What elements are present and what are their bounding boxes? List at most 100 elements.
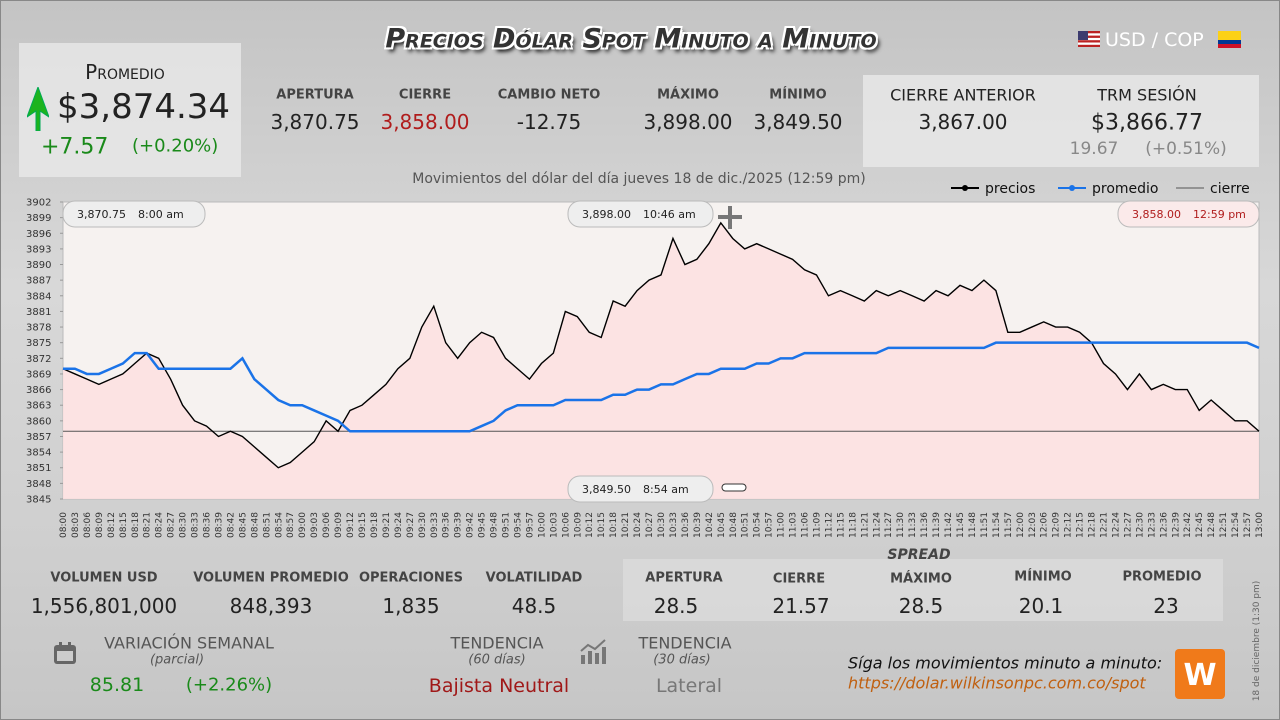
spread-value: 28.5	[898, 594, 944, 618]
cierre-anterior-label: CIERRE ANTERIOR	[890, 85, 1036, 105]
bottom-label: VOLUMEN PROMEDIO	[193, 570, 349, 586]
stat-value: -12.75	[516, 110, 582, 134]
crosshair	[718, 206, 742, 229]
x-tick-label: 08:33	[191, 512, 201, 538]
bottom-label: VOLATILIDAD	[485, 570, 583, 586]
annotation-box	[1117, 200, 1260, 228]
annotation-value: 3,858.00	[1132, 208, 1181, 221]
spread-value: 23	[1153, 594, 1179, 618]
x-tick-label: 10:12	[585, 512, 595, 538]
x-tick-label: 09:57	[525, 512, 535, 538]
x-tick-label: 09:45	[478, 512, 488, 538]
y-tick-label: 3857	[26, 432, 51, 443]
tendencia-label: TENDENCIA	[450, 633, 544, 653]
x-tick-label: 09:06	[322, 512, 332, 538]
title: Precios Dólar Spot Minuto a Minuto	[385, 23, 877, 55]
y-tick-label: 3902	[26, 198, 51, 209]
promedio-value: $3,874.34	[57, 87, 231, 127]
promedio-label: Promedio	[85, 60, 165, 84]
annotation-value: 3,849.50	[582, 483, 631, 496]
x-tick-label: 09:03	[310, 512, 320, 538]
cierre-anterior-value: 3,867.00	[918, 110, 1008, 134]
spread-label: CIERRE	[772, 571, 826, 587]
stat-label: MÍNIMO	[769, 87, 827, 103]
x-tick-label: 12:18	[1088, 512, 1098, 538]
x-tick-label: 11:30	[896, 512, 906, 538]
x-tick-label: 12:09	[1052, 512, 1062, 538]
x-tick-label: 09:15	[358, 512, 368, 538]
promedio-panel	[19, 43, 241, 177]
x-tick-label: 08:42	[226, 512, 236, 538]
x-tick-label: 11:15	[836, 512, 846, 538]
footer-url[interactable]: https://dolar.wilkinsonpc.com.co/spot	[848, 673, 1146, 693]
x-tick-label: 10:51	[741, 512, 751, 538]
x-tick-label: 11:45	[956, 512, 966, 538]
variacion-note: (parcial)	[149, 652, 205, 668]
stat-label: CIERRE	[398, 87, 452, 103]
x-tick-label: 11:57	[1004, 512, 1014, 538]
legend-dot	[1069, 185, 1075, 191]
bottom-value: 48.5	[511, 594, 557, 618]
logo: W	[1175, 649, 1225, 699]
legend-label: precios	[985, 181, 1035, 197]
x-tick-label: 12:15	[1076, 512, 1086, 538]
x-tick-label: 11:21	[860, 512, 870, 538]
x-tick-label: 08:39	[214, 512, 224, 538]
y-tick-label: 3845	[26, 495, 51, 506]
x-tick-label: 09:48	[490, 512, 500, 538]
calendar-icon	[54, 642, 76, 664]
y-tick-label: 3875	[26, 338, 51, 349]
x-tick-label: 12:06	[1040, 512, 1050, 538]
x-tick-label: 10:21	[621, 512, 631, 538]
x-tick-label: 12:33	[1147, 512, 1157, 538]
y-tick-label: 3851	[26, 463, 51, 474]
spread-label: APERTURA	[645, 570, 723, 586]
x-tick-label: 09:21	[382, 512, 392, 538]
x-tick-label: 10:15	[597, 512, 607, 538]
trm-value: $3,866.77	[1091, 110, 1203, 136]
x-tick-label: 12:12	[1064, 512, 1074, 538]
x-tick-label: 08:57	[286, 512, 296, 538]
variacion-pct: (+2.26%)	[185, 674, 273, 696]
trm-pct: (+0.51%)	[1145, 139, 1227, 159]
x-tick-label: 08:21	[143, 512, 153, 538]
annotation-box	[567, 200, 714, 228]
spread-value: 20.1	[1018, 594, 1064, 618]
promedio-change: +7.57	[41, 134, 109, 160]
x-tick-label: 08:12	[107, 512, 117, 538]
y-tick-label: 3899	[26, 213, 51, 224]
annotation-box	[567, 475, 714, 503]
x-tick-label: 08:54	[274, 512, 284, 538]
x-tick-label: 10:09	[573, 512, 583, 538]
stat-value: 3,849.50	[753, 110, 843, 134]
x-tick-label: 12:57	[1243, 512, 1253, 538]
us-flag	[1078, 31, 1100, 47]
y-tick-label: 3881	[26, 307, 51, 318]
x-tick-label: 11:06	[801, 512, 811, 538]
chart: 3845 3848 3851 3854 3857 3860 3863 3866 3869 3872…	[26, 181, 1265, 538]
x-tick-label: 10:06	[561, 512, 571, 538]
variacion-value: 85.81	[89, 674, 145, 696]
y-tick-label: 3878	[26, 323, 51, 334]
legend-dot	[962, 185, 968, 191]
x-tick-label: 11:39	[932, 512, 942, 538]
x-tick-label: 08:36	[203, 512, 213, 538]
x-tick-label: 13:00	[1255, 512, 1265, 538]
x-tick-label: 08:18	[131, 512, 141, 538]
x-tick-label: 08:48	[250, 512, 260, 538]
x-tick-label: 11:54	[992, 512, 1002, 538]
legend-label: promedio	[1092, 181, 1159, 197]
tendencia-value: Bajista Neutral	[428, 675, 570, 697]
date-note: 18 de diciembre (1:30 pm)	[1252, 580, 1262, 702]
x-tick-label: 12:24	[1111, 512, 1121, 538]
x-tick-label: 10:00	[537, 512, 547, 538]
x-tick-label: 12:54	[1231, 512, 1241, 538]
x-tick-label: 10:39	[693, 512, 703, 538]
marker-pill	[721, 483, 747, 492]
y-tick-label: 3893	[26, 244, 51, 255]
stat-value: 3,870.75	[270, 110, 360, 134]
y-tick-label: 3860	[26, 416, 51, 427]
y-tick-label: 3863	[26, 401, 51, 412]
x-tick-label: 12:03	[1028, 512, 1038, 538]
